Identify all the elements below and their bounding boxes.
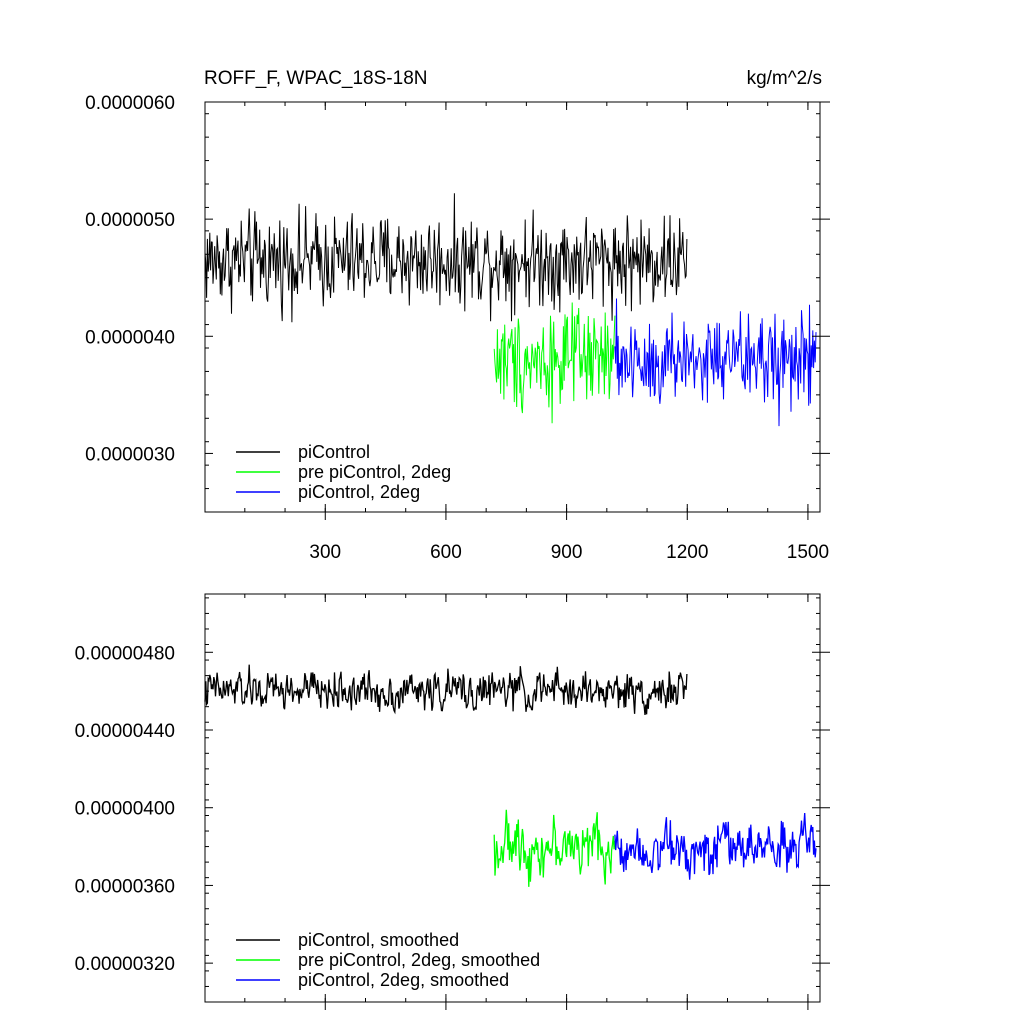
series-line-0 <box>204 664 688 715</box>
series-line-2 <box>614 298 817 427</box>
y-tick-label: 0.00000440 <box>75 721 175 742</box>
bottom-panel: 0.00000320 0.00000360 0.00000400 0.00000440… <box>75 593 830 1010</box>
series-line-1 <box>493 302 616 424</box>
y-tick-label: 0.0000060 <box>85 93 175 114</box>
x-tick-label: 1200 <box>666 542 708 563</box>
bottom-plot-frame <box>204 593 821 1003</box>
top-panel: ROFF_F, WPAC_18S-18N kg/m^2/s 300 600 900 1… <box>85 68 830 563</box>
y-tick-label: 0.00000320 <box>75 954 175 975</box>
bottom-ticks: 0.00000320 0.00000360 0.00000400 0.00000440… <box>75 594 830 1010</box>
y-tick-label: 0.00000400 <box>75 799 175 820</box>
chart-title: ROFF_F, WPAC_18S-18N <box>204 68 427 89</box>
legend-label: pre piControl, 2deg, smoothed <box>298 950 540 970</box>
bottom-series-group <box>204 664 817 887</box>
legend-label: piControl, 2deg, smoothed <box>298 970 509 990</box>
legend-label: piControl, 2deg <box>298 482 420 502</box>
top-plot-frame <box>204 101 821 513</box>
legend-label: piControl <box>298 442 370 462</box>
legend-label: pre piControl, 2deg <box>298 462 451 482</box>
x-tick-label: 900 <box>551 542 583 563</box>
units-label: kg/m^2/s <box>747 68 822 89</box>
y-tick-label: 0.0000030 <box>85 444 175 465</box>
y-tick-label: 0.0000040 <box>85 327 175 348</box>
series-line-2 <box>614 812 817 880</box>
top-ticks: 300 600 900 1200 1500 0.0000030 0.0000040 0.000… <box>85 93 830 563</box>
y-tick-label: 0.0000050 <box>85 210 175 231</box>
series-line-1 <box>493 809 616 887</box>
y-tick-label: 0.00000480 <box>75 643 175 664</box>
series-line-0 <box>204 193 688 323</box>
x-tick-label: 600 <box>430 542 462 563</box>
top-series-group <box>204 193 817 427</box>
legend-label: piControl, smoothed <box>298 930 459 950</box>
x-tick-label: 300 <box>309 542 341 563</box>
x-tick-label: 1500 <box>787 542 829 563</box>
y-tick-label: 0.00000360 <box>75 876 175 897</box>
